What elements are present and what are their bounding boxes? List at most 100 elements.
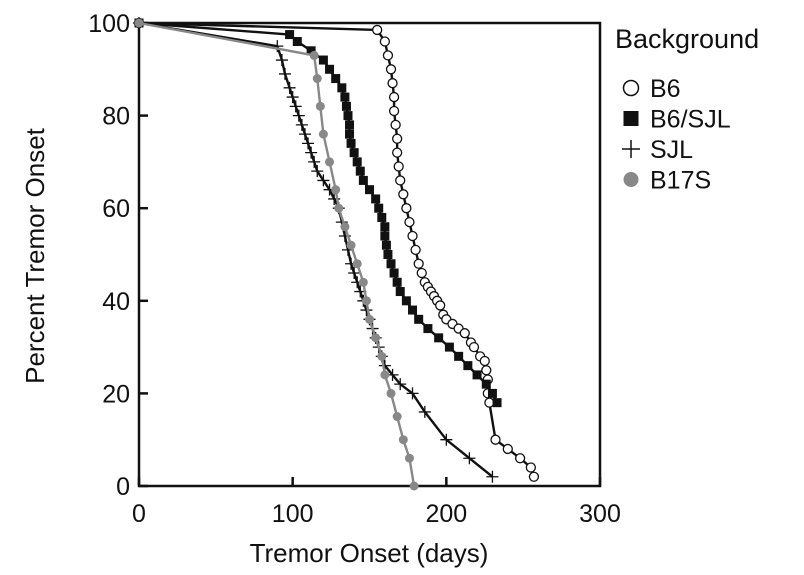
series-line-b17s xyxy=(138,21,416,487)
data-point-b6-sjl xyxy=(463,361,473,371)
legend-marker-square xyxy=(623,111,639,126)
data-point-sjl xyxy=(278,67,291,80)
data-point-b6-sjl xyxy=(352,157,362,167)
data-point-b6-sjl xyxy=(481,379,491,389)
data-point-sjl xyxy=(286,91,299,104)
legend-label: SJL xyxy=(650,136,693,164)
data-point-b6 xyxy=(395,175,406,186)
data-point-b17s xyxy=(352,259,362,269)
data-point-b17s xyxy=(309,50,319,60)
data-point-b17s xyxy=(386,388,396,398)
data-point-b6-sjl xyxy=(454,351,464,361)
data-point-b6-sjl xyxy=(392,277,402,287)
y-tick-label: 100 xyxy=(88,10,130,38)
data-point-b6-sjl xyxy=(401,296,411,306)
data-point-b6-sjl xyxy=(292,37,302,47)
legend-item-b17s: B17S xyxy=(623,167,711,195)
data-point-sjl xyxy=(302,137,315,150)
data-point-b6 xyxy=(407,230,418,242)
y-tick-label: 0 xyxy=(116,473,130,501)
legend-title: Background xyxy=(615,24,759,54)
data-point-b17s xyxy=(312,74,322,84)
legend-marker-filled-circle xyxy=(623,172,639,187)
data-point-b6-sjl xyxy=(377,212,387,222)
data-point-sjl xyxy=(406,387,419,400)
data-point-b6 xyxy=(514,453,526,464)
data-point-b6-sjl xyxy=(346,138,356,148)
data-point-b6 xyxy=(401,203,412,214)
data-point-sjl xyxy=(311,165,324,178)
data-point-b17s xyxy=(346,240,356,250)
data-point-b6-sjl xyxy=(487,388,497,398)
data-point-b6 xyxy=(388,91,400,103)
data-point-sjl xyxy=(298,128,311,141)
data-point-b6 xyxy=(416,267,427,279)
data-point-b6-sjl xyxy=(365,185,374,195)
data-point-b6-sjl xyxy=(472,370,482,380)
data-point-sjl xyxy=(317,174,330,187)
legend-item-b6-sjl: B6/SJL xyxy=(623,106,731,134)
x-tick-label: 0 xyxy=(132,500,146,528)
data-point-b6 xyxy=(479,355,490,367)
y-tick-label: 40 xyxy=(102,288,130,316)
series-line-sjl xyxy=(138,21,494,478)
data-point-b6-sjl xyxy=(331,74,341,84)
data-point-b6 xyxy=(398,189,409,200)
data-point-b17s xyxy=(334,203,344,213)
data-point-b6-sjl xyxy=(383,250,393,259)
data-point-b17s xyxy=(365,314,374,324)
legend-label: B17S xyxy=(650,167,711,195)
data-point-b6-sjl xyxy=(380,231,390,241)
y-tick-label: 60 xyxy=(102,195,130,223)
data-point-b17s xyxy=(134,18,144,28)
data-point-sjl xyxy=(308,155,321,168)
data-point-b6-sjl xyxy=(318,55,328,65)
y-axis-title: Percent Tremor Onset xyxy=(20,127,50,384)
data-point-b6-sjl xyxy=(414,314,424,324)
legend-marker-plus xyxy=(622,140,640,158)
data-point-b17s xyxy=(398,435,408,445)
data-point-b6-sjl xyxy=(389,268,399,278)
data-point-b6-sjl xyxy=(285,30,295,40)
data-point-b6-sjl xyxy=(340,92,350,102)
legend-item-sjl: SJL xyxy=(622,136,693,164)
data-point-sjl xyxy=(289,100,302,113)
data-point-b6 xyxy=(382,50,394,61)
x-tick-label: 300 xyxy=(579,500,621,528)
x-tick-label: 200 xyxy=(425,500,467,528)
data-point-b17s xyxy=(377,351,387,361)
legend-label: B6 xyxy=(650,75,681,103)
data-point-b6-sjl xyxy=(341,101,351,111)
data-point-b6 xyxy=(481,365,492,376)
data-point-sjl xyxy=(440,433,453,446)
x-tick-label: 100 xyxy=(272,500,314,528)
data-point-b6 xyxy=(410,244,421,256)
data-point-b17s xyxy=(325,157,335,167)
data-point-b17s xyxy=(392,412,402,422)
data-point-b17s xyxy=(409,481,419,491)
data-point-sjl xyxy=(295,118,308,131)
data-point-b17s xyxy=(340,222,350,232)
data-point-sjl xyxy=(305,146,318,159)
data-point-b6-sjl xyxy=(345,129,355,139)
series-layer xyxy=(133,17,540,491)
y-tick-label: 80 xyxy=(102,103,130,131)
data-point-b6 xyxy=(502,443,513,455)
data-point-b6 xyxy=(392,147,403,158)
data-point-b17s xyxy=(358,277,368,287)
legend-marker-open-circle xyxy=(622,79,640,97)
data-point-b6 xyxy=(484,397,495,408)
data-point-b6 xyxy=(393,161,404,172)
data-point-b6-sjl xyxy=(492,398,502,408)
data-point-b6-sjl xyxy=(395,287,405,297)
plot-frame xyxy=(137,21,602,488)
data-point-b6-sjl xyxy=(381,240,391,250)
axis-ticks: 0 100 200 300 0 20 40 60 80 100 xyxy=(88,10,621,528)
data-point-sjl xyxy=(271,40,284,53)
data-point-b6 xyxy=(435,300,446,311)
data-point-b6-sjl xyxy=(343,111,353,121)
y-tick-label: 20 xyxy=(102,380,130,408)
series-b6 xyxy=(133,17,540,482)
